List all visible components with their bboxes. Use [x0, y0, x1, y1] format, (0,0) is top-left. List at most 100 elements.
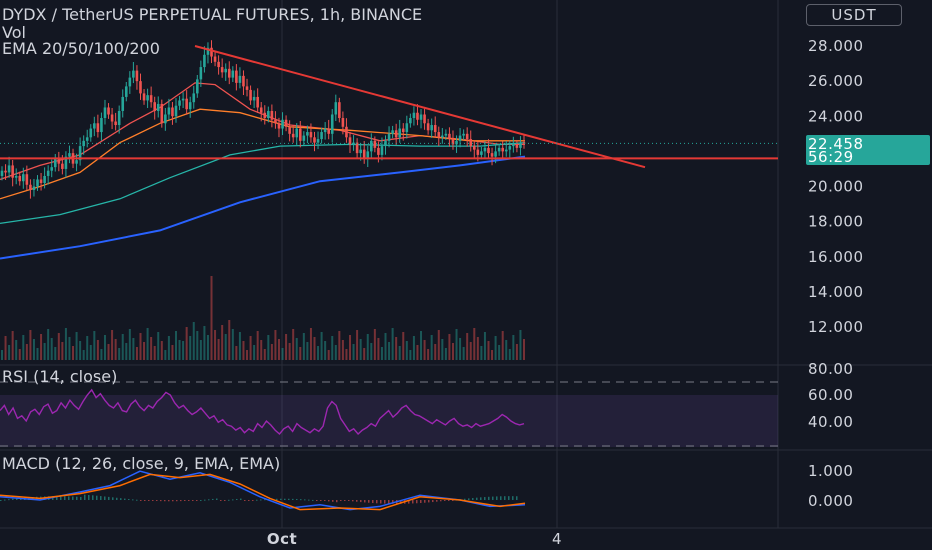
candle-body[interactable] [455, 140, 458, 145]
candle-body[interactable] [124, 86, 128, 97]
candle-body[interactable] [345, 126, 348, 138]
candle-body[interactable] [462, 133, 465, 136]
candle-body[interactable] [18, 175, 22, 182]
candle-body[interactable] [472, 146, 476, 150]
candle-body[interactable] [458, 135, 462, 141]
candle-body[interactable] [426, 123, 430, 131]
candle-body[interactable] [519, 142, 522, 148]
candle-body[interactable] [107, 107, 110, 115]
candle-body[interactable] [178, 100, 181, 106]
candle-body[interactable] [85, 137, 89, 141]
candle-body[interactable] [128, 77, 132, 87]
candle-body[interactable] [373, 140, 377, 148]
candle-body[interactable] [412, 112, 416, 119]
candle-body[interactable] [391, 130, 394, 134]
candle-body[interactable] [497, 147, 501, 152]
candle-body[interactable] [167, 107, 171, 115]
candle-body[interactable] [57, 158, 61, 164]
candle-body[interactable] [306, 132, 309, 136]
candle-body[interactable] [437, 132, 441, 138]
candle-body[interactable] [490, 153, 494, 157]
trendlines[interactable] [0, 45, 778, 169]
candle-body[interactable] [117, 110, 121, 126]
candle-body[interactable] [330, 114, 334, 134]
candle-body[interactable] [199, 67, 203, 80]
candle-body[interactable] [377, 147, 380, 155]
candle-body[interactable] [0, 170, 4, 176]
candle-body[interactable] [25, 174, 29, 185]
candles[interactable] [0, 40, 526, 199]
candle-body[interactable] [227, 68, 231, 78]
candle-body[interactable] [352, 142, 355, 145]
candle-body[interactable] [36, 179, 39, 187]
candle-body[interactable] [139, 81, 142, 94]
candle-body[interactable] [245, 86, 249, 90]
candle-body[interactable] [206, 47, 210, 55]
candle-body[interactable] [156, 103, 160, 111]
candle-body[interactable] [213, 56, 217, 62]
candle-body[interactable] [242, 75, 245, 87]
candle-body[interactable] [334, 102, 338, 115]
candle-body[interactable] [50, 167, 54, 171]
candle-body[interactable] [185, 98, 188, 110]
candle-body[interactable] [323, 128, 327, 133]
candle-body[interactable] [224, 68, 228, 73]
currency-button[interactable]: USDT [806, 4, 902, 26]
candle-body[interactable] [476, 149, 480, 155]
candle-body[interactable] [370, 140, 373, 152]
candle-body[interactable] [465, 133, 469, 140]
price-axis[interactable]: 28.00026.00024.00022.00020.00018.00016.0… [806, 37, 930, 336]
candle-body[interactable] [441, 135, 444, 138]
candle-body[interactable] [512, 144, 515, 147]
candle-body[interactable] [181, 98, 185, 101]
candle-body[interactable] [504, 149, 508, 152]
candle-body[interactable] [341, 118, 345, 127]
candle-body[interactable] [192, 93, 196, 103]
candle-body[interactable] [267, 110, 270, 119]
candle-body[interactable] [235, 70, 238, 83]
candle-body[interactable] [110, 114, 114, 122]
candle-body[interactable] [174, 105, 178, 117]
candle-body[interactable] [164, 114, 167, 124]
candle-body[interactable] [487, 147, 490, 154]
candle-body[interactable] [448, 133, 451, 140]
candle-body[interactable] [405, 123, 409, 133]
candle-body[interactable] [11, 165, 14, 178]
candle-body[interactable] [288, 126, 291, 134]
candle-body[interactable] [338, 102, 341, 119]
candle-body[interactable] [313, 137, 316, 143]
candle-body[interactable] [160, 103, 164, 124]
candle-body[interactable] [29, 184, 32, 191]
candle-body[interactable] [401, 128, 405, 133]
candle-body[interactable] [259, 107, 263, 113]
candle-body[interactable] [78, 146, 82, 161]
candle-body[interactable] [14, 175, 18, 178]
candle-body[interactable] [256, 96, 259, 108]
candle-body[interactable] [316, 139, 320, 143]
candle-body[interactable] [153, 102, 156, 111]
candle-body[interactable] [64, 156, 68, 169]
candle-body[interactable] [96, 123, 100, 133]
candle-body[interactable] [362, 149, 366, 159]
candle-body[interactable] [320, 132, 323, 140]
candle-body[interactable] [430, 125, 433, 131]
candle-body[interactable] [7, 165, 11, 173]
candle-body[interactable] [380, 146, 384, 155]
candle-body[interactable] [284, 119, 288, 127]
candle-body[interactable] [419, 114, 423, 120]
candle-body[interactable] [68, 153, 71, 157]
candle-body[interactable] [61, 163, 64, 169]
candle-body[interactable] [295, 128, 299, 138]
candle-body[interactable] [142, 93, 146, 101]
candle-body[interactable] [387, 133, 391, 141]
candle-body[interactable] [409, 118, 412, 124]
candle-body[interactable] [423, 114, 426, 124]
candle-body[interactable] [494, 151, 497, 157]
candle-body[interactable] [501, 147, 504, 152]
candle-body[interactable] [398, 128, 402, 138]
candle-body[interactable] [274, 119, 277, 124]
candle-body[interactable] [444, 133, 448, 136]
candle-body[interactable] [171, 107, 174, 117]
candle-body[interactable] [394, 130, 398, 138]
